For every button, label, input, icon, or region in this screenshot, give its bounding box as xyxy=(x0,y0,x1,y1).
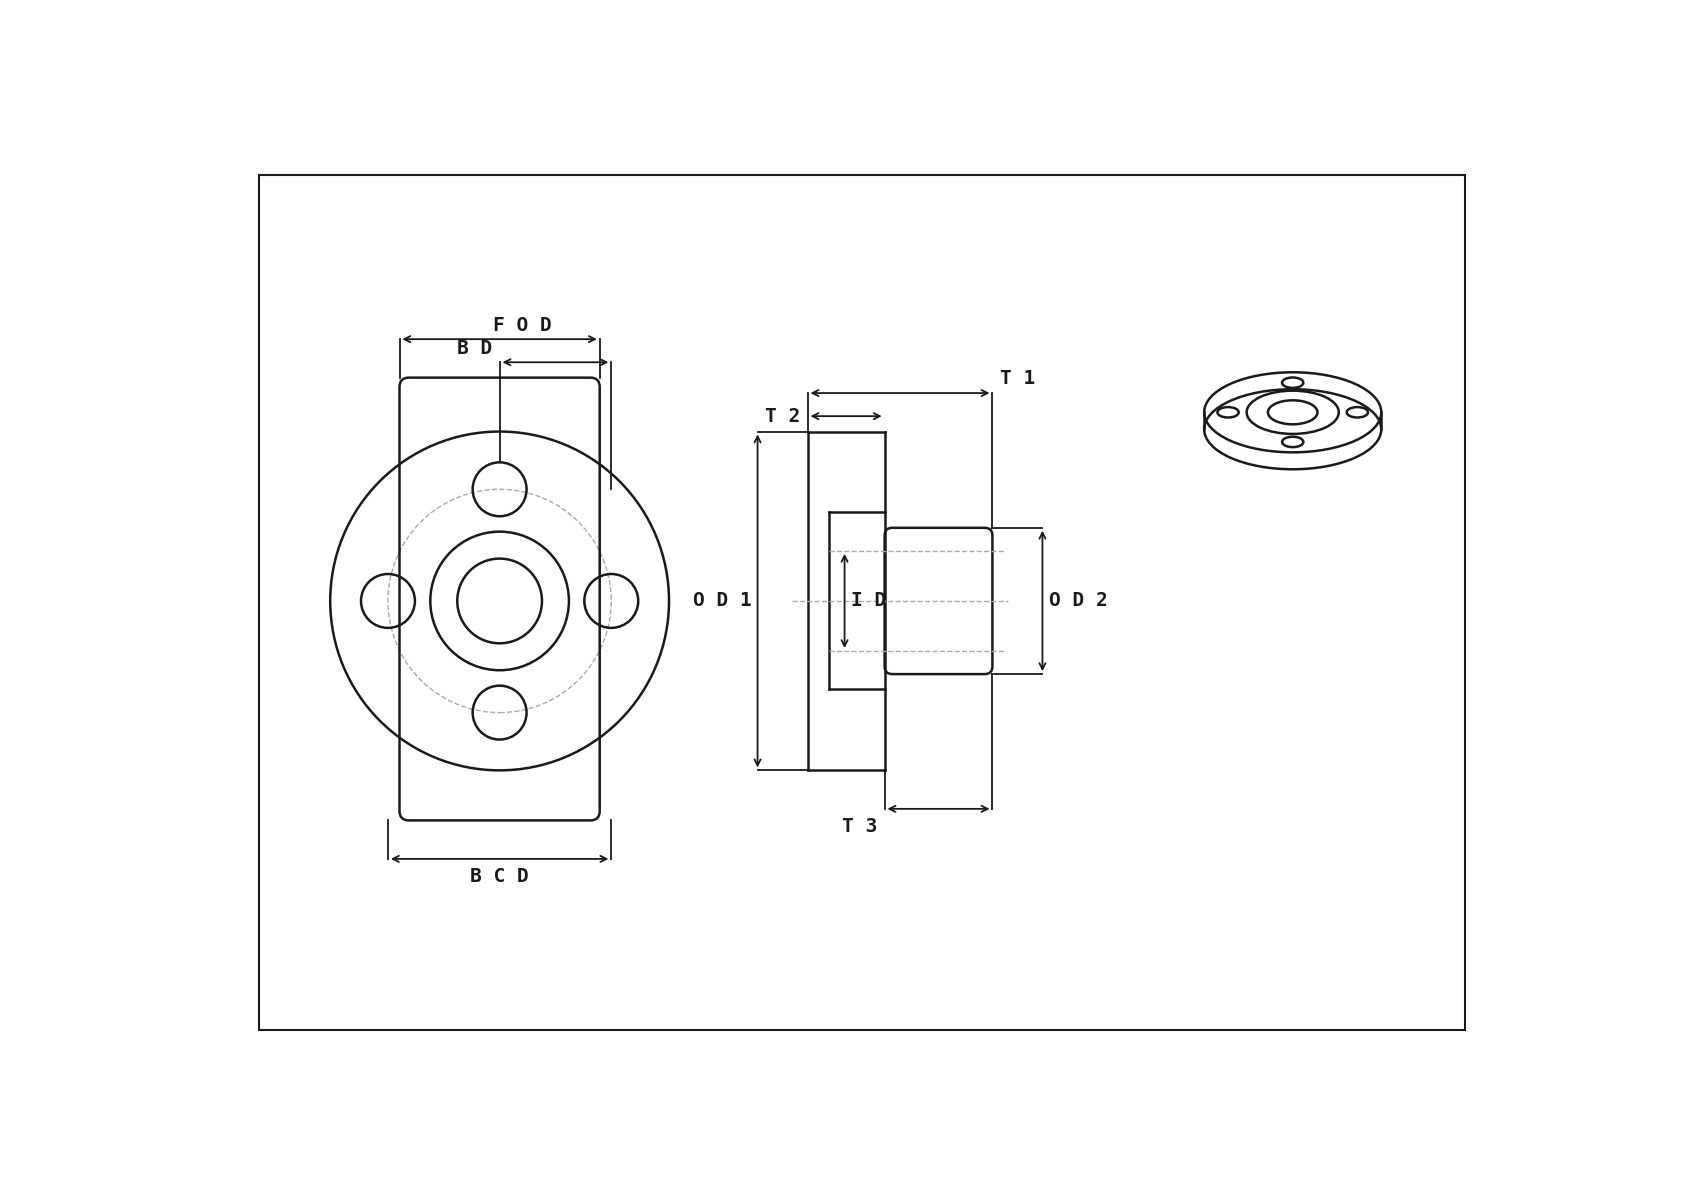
Text: I D: I D xyxy=(850,591,886,610)
Text: F O D: F O D xyxy=(493,315,552,334)
Text: B C D: B C D xyxy=(470,866,529,885)
Text: O D 2: O D 2 xyxy=(1049,591,1108,610)
Text: T 3: T 3 xyxy=(842,816,877,835)
Text: B D: B D xyxy=(456,339,492,358)
Text: O D 1: O D 1 xyxy=(692,591,751,610)
Text: T 2: T 2 xyxy=(765,407,800,426)
Text: T 1: T 1 xyxy=(1000,369,1036,388)
